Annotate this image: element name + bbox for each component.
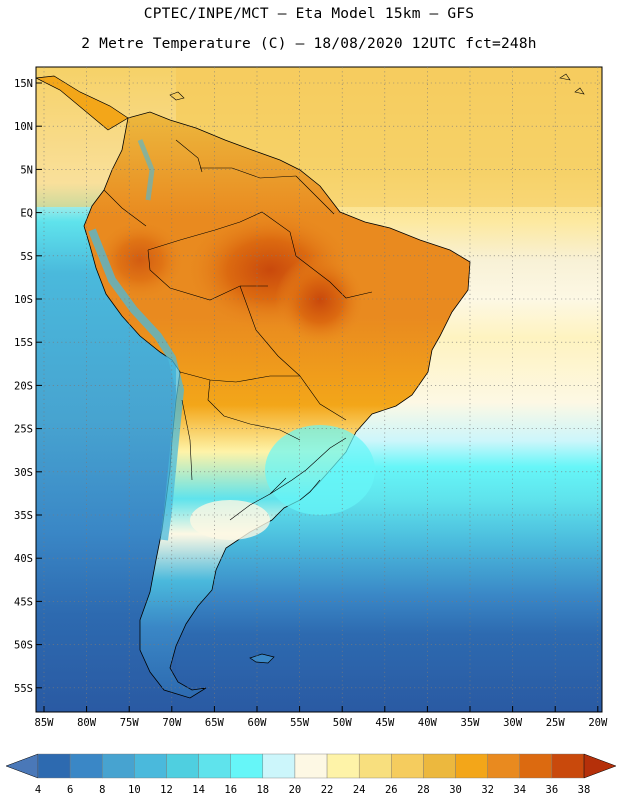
legend-value: 14: [192, 784, 205, 796]
legend-swatch: [423, 753, 456, 779]
legend-value: 22: [321, 784, 334, 796]
lon-label: 75W: [120, 717, 140, 729]
legend-arrow-high: [583, 753, 617, 779]
lat-label: 15N: [14, 78, 33, 90]
lat-label: 15S: [14, 337, 33, 349]
legend-value: 36: [546, 784, 559, 796]
lat-label: 45S: [14, 596, 33, 608]
legend-value: 10: [128, 784, 141, 796]
legend-swatch: [358, 753, 392, 779]
country-borders: [103, 139, 373, 521]
legend-value: 4: [35, 784, 41, 796]
lon-label: 70W: [162, 717, 182, 729]
legend-swatch: [198, 753, 231, 779]
legend-value: 6: [67, 784, 73, 796]
lon-label: 45W: [375, 717, 395, 729]
lat-label: 5N: [20, 164, 33, 176]
legend-swatch: [166, 753, 199, 779]
lat-label: 35S: [14, 510, 33, 522]
legend-value: 32: [481, 784, 494, 796]
central-america: [36, 75, 129, 131]
lon-label: 50W: [333, 717, 353, 729]
lat-label: 5S: [20, 251, 33, 263]
color-legend: 4 6 8 10 12 14 16 18 20 22 24 26 28 30 32 34 36 38: [5, 753, 617, 796]
legend-value: 30: [449, 784, 462, 796]
lon-label: 20W: [588, 717, 608, 729]
legend-swatch: [102, 753, 135, 779]
legend-value: 26: [385, 784, 398, 796]
lon-label: 35W: [461, 717, 481, 729]
legend-value: 12: [160, 784, 173, 796]
legend-swatch: [262, 753, 296, 779]
lon-label: 55W: [290, 717, 310, 729]
longitude-labels: 85W 80W 75W 70W 65W 60W 55W 50W 45W 40W 35W 30W 25W 2…: [35, 717, 608, 729]
legend-arrow-low: [5, 753, 39, 779]
lat-label: 55S: [14, 683, 33, 695]
lat-label: 20S: [14, 380, 33, 392]
lat-label: 40S: [14, 553, 33, 565]
lon-label: 30W: [503, 717, 523, 729]
lon-label: 40W: [418, 717, 438, 729]
legend-swatch: [37, 753, 71, 779]
legend-swatch: [69, 753, 103, 779]
title-line-2: 2 Metre Temperature (C) – 18/08/2020 12U…: [81, 36, 537, 52]
legend-swatch: [487, 753, 520, 779]
map-frame: [35, 66, 603, 713]
legend-value: 8: [99, 784, 105, 796]
legend-swatch: [230, 753, 264, 779]
title-line-1: CPTEC/INPE/MCT – Eta Model 15km – GFS: [143, 6, 475, 22]
legend-swatch: [134, 753, 167, 779]
lat-label: 50S: [14, 640, 33, 652]
lat-label: 25S: [14, 424, 33, 436]
legend-value: 28: [417, 784, 430, 796]
lat-label: 10S: [14, 294, 33, 306]
legend-swatch: [519, 753, 553, 779]
legend-swatch: [294, 753, 328, 779]
lat-label: 30S: [14, 467, 33, 479]
lat-label: 10N: [14, 121, 33, 133]
lon-label: 65W: [205, 717, 225, 729]
graticule: [36, 67, 602, 712]
falkland-islands: [249, 653, 275, 664]
legend-value: 20: [289, 784, 302, 796]
lon-label: 60W: [248, 717, 268, 729]
lon-label: 85W: [35, 717, 55, 729]
legend-value: 18: [256, 784, 269, 796]
legend-swatch: [326, 753, 360, 779]
legend-swatch: [391, 753, 424, 779]
legend-value: 38: [578, 784, 591, 796]
lat-label: EQ: [20, 208, 33, 220]
lon-label: 25W: [546, 717, 566, 729]
lon-label: 80W: [77, 717, 97, 729]
legend-value: 34: [513, 784, 526, 796]
latitude-labels: 15N 10N 5N EQ 5S 10S 15S 20S 25S 30S 35S 40S 45S 50S 5…: [14, 78, 33, 695]
legend-swatch: [455, 753, 488, 779]
legend-value: 24: [353, 784, 366, 796]
legend-swatch: [551, 753, 585, 779]
legend-value: 16: [224, 784, 237, 796]
